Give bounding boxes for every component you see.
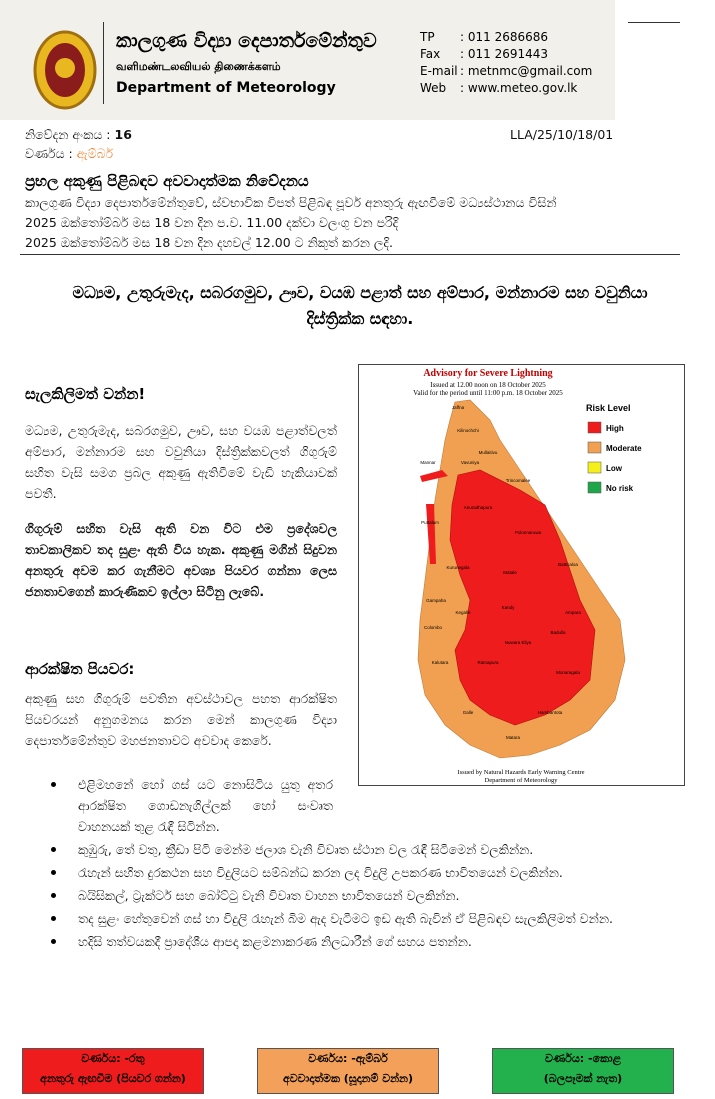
label: නිවේදන අංකය : [25,127,111,142]
map-footer: Issued by Natural Hazards Early Warning … [457,769,584,776]
map-valid: Valid for the period until 11:00 p.m. 18… [413,389,563,397]
heading: ආරක්ෂිත පියවර: [25,660,135,678]
number: 16 [114,127,132,142]
island-high [449,469,596,726]
mannar-high [420,470,448,482]
legend-box-line: වර්ණය: -ඇම්බර් [308,1052,388,1065]
header-band [0,0,615,120]
legend-box-line: (බලපෑමක් නැත) [543,1072,623,1085]
notice-label: නිවේදන අංකය : 16 [25,124,132,145]
areas: මධ්‍යම, උතුරුමැද, සබරගමුව, ඌව, වයඹ පළාත්… [72,283,648,328]
district-label: Batticaloa [558,562,578,567]
district-label: Matale [503,570,517,575]
district-label: Hambantota [538,710,563,715]
district-label: Colombo [424,625,443,630]
district-label: Mullaitivu [479,450,498,455]
district-label: Ampara [565,610,581,615]
district-label: Nuwara Eliya [505,640,532,645]
paragraph: ගිගුරුම් සහිත වැසි ඇති වන විට එම ප්‍රදේශ… [25,521,337,599]
legend-box-line: අනතුරු ඇඟවීම (පියවර ගන්න) [40,1072,186,1085]
dept-en: Department of Meteorology [116,80,336,96]
contact-label: E-mail [420,64,458,78]
district-label: Gampaha [426,598,446,603]
legend-box: වර්ණය: -රතු අනතුරු ඇඟවීම (පියවර ගන්න) [22,1048,204,1094]
legend-label: Moderate [606,444,642,453]
contact-value: : metnmc@gmail.com [460,64,593,78]
legend-box-line: වර්ණය: -කොළ [544,1052,622,1065]
district-label: Kilinochchi [457,428,479,433]
legend-swatch [587,481,602,494]
notice-line: 2025 ඔක්තෝම්බර් මස 18 වන දින ප.ව. 11.00 … [25,215,399,230]
legend-box-line: අවවාදාත්මක (සූදානම් වන්න) [283,1072,413,1085]
rule [20,254,680,255]
district-label: Galle [463,710,474,715]
contact-label: TP [420,30,435,44]
district-label: Trincomalee [506,478,531,483]
notice-line: 2025 ඔක්තෝම්බර් මස 18 වන දින දහවල් 12.00… [25,235,393,250]
bullet: එළිමහනේ හෝ ගස් යට නොසිටිය යුතු අතර ආරක්ෂ… [51,774,333,837]
rule [628,22,680,23]
bullets: එළිමහනේ හෝ ගස් යට නොසිටිය යුතු අතර ආරක්ෂ… [51,774,678,952]
district-label: Mannar [420,460,436,465]
district-label: Jaffna [452,405,465,410]
bullet: තද සුළං හේතුවෙන් ගස් හා විදුලි රැහැන් බි… [51,908,678,929]
legend-box: වර්ණය: -කොළ (බලපෑමක් නැත) [492,1048,674,1094]
legend-box: වර්ණය: -ඇම්බර් අවවාදාත්මක (සූදානම් වන්න) [257,1048,439,1094]
contact-value: : www.meteo.gov.lk [460,81,578,95]
district-label: Kegalle [455,610,471,615]
district-label: Anuradhapura [464,505,493,510]
legend-label: High [606,424,624,433]
notice-title: ප්‍රභල අකුණු පිළිබඳව අවවාදාත්මක නිවේදනය [25,172,309,190]
notice-line: කාලගුණ විද්‍යා දෙපාර්තමේන්තුවේ, ස්වභාවික… [25,195,557,210]
district-label: Kurunegala [446,565,470,570]
reference: LLA/25/10/18/01 [510,127,614,142]
bullet: රැහැන් සහිත දුරකථන සහ විදුලියට සම්බන්ධ ක… [51,862,678,883]
legend-swatch [587,461,602,474]
map-issued: Issued at 12.00 noon on 18 October 2025 [430,381,546,389]
label: වර්ණය : [25,146,73,161]
district-label: Monaragala [556,670,580,675]
coast-high [426,504,436,564]
legend-title: Risk Level [586,403,631,413]
dept-ta: வளிமண்டலவியல் திணைக்களம் [116,60,281,73]
contact-value: : 011 2686686 [460,30,549,44]
contact-label: Fax [420,47,441,61]
legend-swatch [587,441,602,454]
district-label: Ratnapura [477,660,499,665]
district-label: Matara [506,735,521,740]
bullet: හදිසි තත්වයකදී ප්‍රාදේශීය ආපදා කළමනාකරණ … [51,931,678,952]
district-label: Kandy [502,605,516,610]
paragraph: අකුණු සහ ගිගුරුම් පවතින අවස්ථාවල පහත ආරක… [25,691,337,748]
emblem [33,30,97,110]
contact-label: Web [420,81,447,95]
legend-swatch [587,421,602,434]
legend-label: No risk [606,484,634,493]
divider [103,22,104,104]
bullet: කුඹුරු, තේ වතු, ක්‍රීඩා පිටි මෙන්ම ජලාශ … [51,839,678,860]
map-title: Advisory for Severe Lightning [423,368,552,379]
color-label: වර්ණය : ඇම්බර් [25,143,113,164]
dept-si: කාලගුණ විද්‍යා දෙපාර්තමේන්තුව [116,30,377,52]
district-label: Vavuniya [461,460,480,465]
color-value: ඇම්බර් [76,146,114,161]
map-footer: Department of Meteorology [485,777,559,784]
district-label: Puttalam [421,520,439,525]
district-label: Badulla [550,630,566,635]
paragraph: මධ්‍යම, උතුරුමැද, සබරගමුව, ඌව, සහ වයඹ පළ… [25,423,337,501]
bullet: බයිසිකල්, ට්‍රැක්ටර් සහ බෝට්ටු වැනි විවෘ… [51,885,678,906]
map: Advisory for Severe Lightning Issued at … [358,364,685,786]
legend-box-line: වර්ණය: -රතු [81,1052,145,1065]
legend-label: Low [606,464,623,473]
contact-value: : 011 2691443 [460,47,549,61]
heading: සැලකිලිමත් වන්න! [25,385,146,403]
district-label: Kalutara [432,660,449,665]
district-label: Polonnaruwa [515,530,542,535]
